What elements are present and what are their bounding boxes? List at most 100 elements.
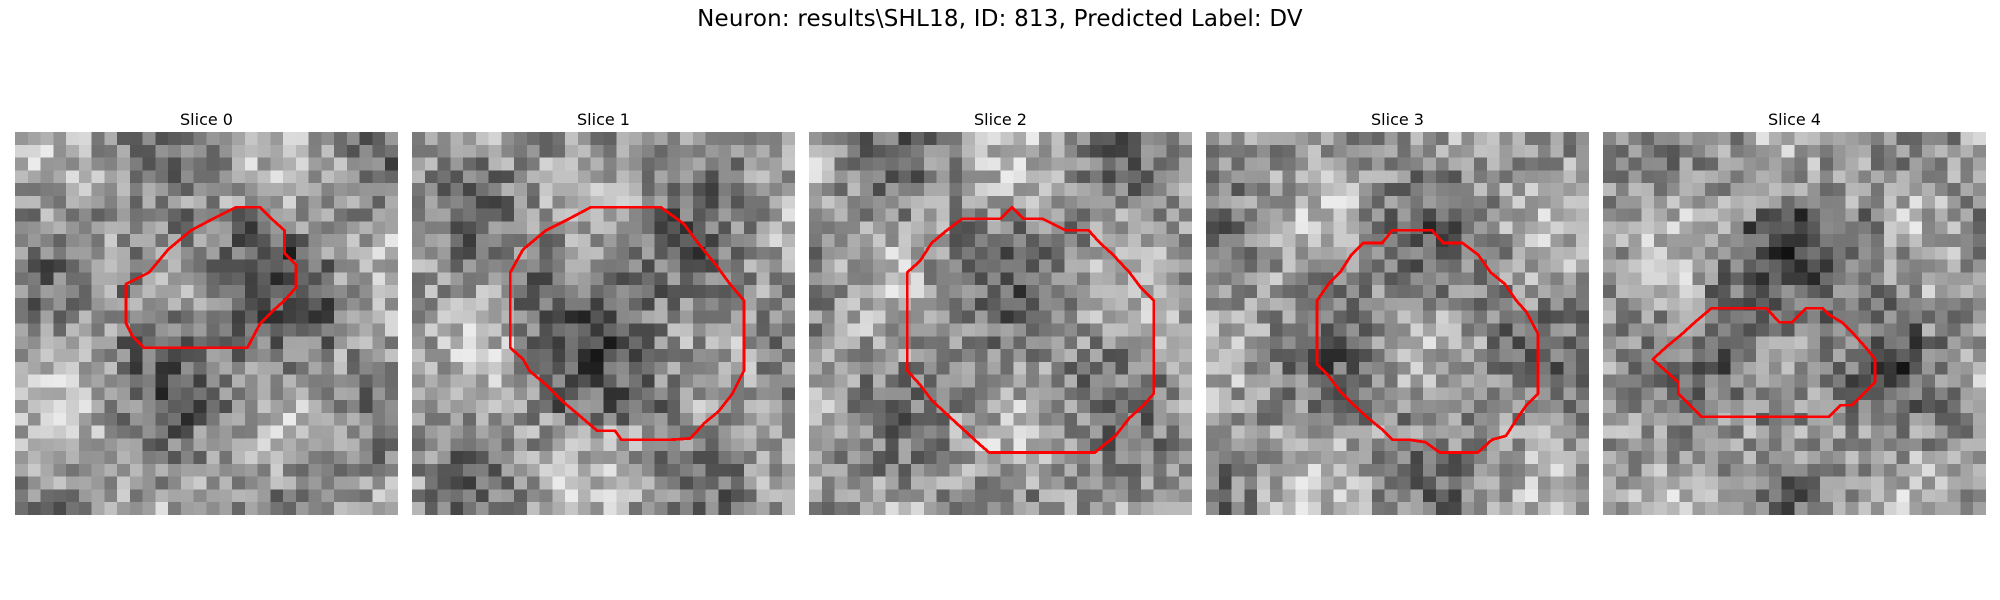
- pixel: [1563, 438, 1577, 452]
- pixel: [769, 310, 783, 324]
- pixel: [1807, 221, 1821, 235]
- pixel: [1128, 387, 1142, 401]
- pixel: [257, 208, 271, 222]
- pixel: [1410, 463, 1424, 477]
- pixel: [911, 489, 925, 503]
- pixel: [1499, 310, 1513, 324]
- pixel: [577, 234, 591, 248]
- pixel: [1206, 221, 1220, 235]
- pixel: [412, 336, 426, 350]
- pixel: [974, 400, 988, 414]
- pixel: [1128, 463, 1142, 477]
- pixel: [756, 374, 770, 388]
- pixel: [847, 310, 861, 324]
- pixel: [219, 272, 233, 286]
- pixel: [1397, 387, 1411, 401]
- pixel: [1051, 195, 1065, 209]
- pixel: [1845, 425, 1859, 439]
- pixel: [1832, 361, 1846, 375]
- pixel: [526, 144, 540, 158]
- pixel: [834, 374, 848, 388]
- pixel: [1089, 246, 1103, 260]
- pixel: [295, 361, 309, 375]
- pixel: [1231, 272, 1245, 286]
- pixel: [1807, 144, 1821, 158]
- pixel: [359, 234, 373, 248]
- pixel: [437, 246, 451, 260]
- pixel: [1563, 221, 1577, 235]
- pixel: [40, 323, 54, 337]
- pixel: [1525, 476, 1539, 490]
- pixel: [437, 144, 451, 158]
- pixel: [1013, 246, 1027, 260]
- pixel: [1333, 132, 1347, 146]
- pixel: [424, 221, 438, 235]
- pixel: [1768, 272, 1782, 286]
- pixel: [603, 349, 617, 363]
- pixel: [769, 195, 783, 209]
- pixel: [718, 208, 732, 222]
- pixel: [244, 208, 258, 222]
- pixel: [168, 349, 182, 363]
- pixel: [1179, 425, 1192, 439]
- pixel: [1089, 336, 1103, 350]
- pixel: [1257, 183, 1271, 197]
- pixel: [206, 476, 220, 490]
- pixel: [1346, 349, 1360, 363]
- pixel: [743, 144, 757, 158]
- pixel: [1934, 297, 1948, 311]
- pixel: [692, 463, 706, 477]
- pixel: [949, 234, 963, 248]
- pixel: [1550, 259, 1564, 273]
- pixel: [1166, 349, 1180, 363]
- pixel: [129, 132, 143, 146]
- pixel: [1423, 272, 1437, 286]
- pixel: [257, 132, 271, 146]
- pixel: [1871, 132, 1885, 146]
- pixel: [1909, 157, 1923, 171]
- pixel: [437, 438, 451, 452]
- pixel: [782, 170, 795, 184]
- pixel: [219, 451, 233, 465]
- pixel: [1858, 144, 1872, 158]
- pixel: [756, 387, 770, 401]
- pixel: [463, 285, 477, 299]
- pixel: [1384, 476, 1398, 490]
- pixel: [1320, 144, 1334, 158]
- pixel: [552, 451, 566, 465]
- pixel: [1308, 412, 1322, 426]
- pixel: [180, 323, 194, 337]
- pixel: [257, 272, 271, 286]
- pixel: [1269, 285, 1283, 299]
- pixel: [78, 502, 92, 515]
- pixel: [962, 387, 976, 401]
- pixel: [193, 246, 207, 260]
- pixel: [1768, 144, 1782, 158]
- pixel: [629, 412, 643, 426]
- pixel: [769, 157, 783, 171]
- pixel: [66, 361, 80, 375]
- pixel: [911, 476, 925, 490]
- pixel: [590, 195, 604, 209]
- pixel: [1128, 323, 1142, 337]
- pixel: [180, 246, 194, 260]
- pixel: [1333, 310, 1347, 324]
- pixel: [1410, 221, 1424, 235]
- pixel: [1166, 412, 1180, 426]
- pixel: [1089, 132, 1103, 146]
- pixel: [155, 157, 169, 171]
- pixel: [1705, 259, 1719, 273]
- pixel: [372, 349, 386, 363]
- pixel: [1628, 259, 1642, 273]
- pixel: [321, 463, 335, 477]
- pixel: [1206, 234, 1220, 248]
- pixel: [603, 208, 617, 222]
- pixel: [1435, 144, 1449, 158]
- pixel: [1282, 221, 1296, 235]
- pixel: [206, 349, 220, 363]
- pixel: [180, 489, 194, 503]
- pixel: [860, 463, 874, 477]
- pixel: [1947, 323, 1961, 337]
- pixel: [680, 438, 694, 452]
- pixel: [1947, 336, 1961, 350]
